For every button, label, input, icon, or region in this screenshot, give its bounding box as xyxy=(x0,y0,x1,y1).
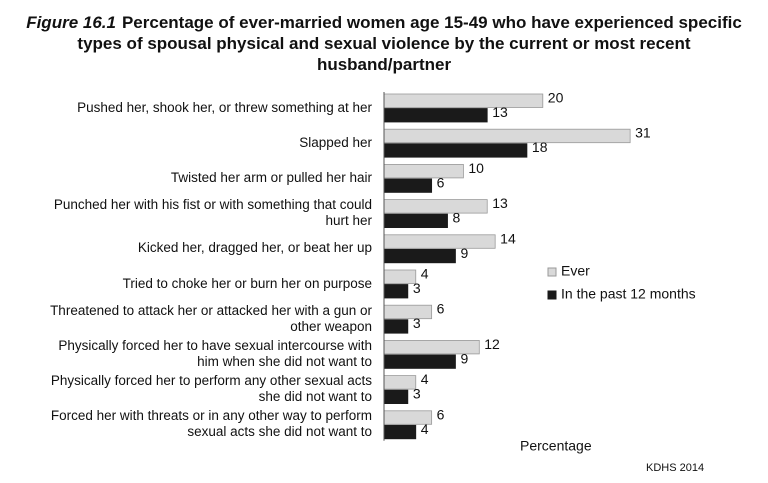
figure-label: Figure 16.1 xyxy=(26,13,116,32)
category-label: Punched her with his fist or with someth… xyxy=(53,197,372,229)
bar xyxy=(383,163,464,179)
value-label: 3 xyxy=(413,315,421,331)
category-label: Physically forced her to have sexual int… xyxy=(58,337,372,369)
bar xyxy=(383,143,528,158)
bar xyxy=(383,213,448,229)
legend-swatch xyxy=(547,290,557,300)
category-label: Threatened to attack her or attacked her… xyxy=(50,302,372,334)
value-label: 4 xyxy=(421,371,429,387)
bar xyxy=(383,354,456,369)
category-label: Forced her with threats or in any other … xyxy=(50,408,372,440)
value-label: 31 xyxy=(635,125,651,141)
value-label: 6 xyxy=(437,174,445,190)
bar xyxy=(383,178,433,193)
value-label: 9 xyxy=(460,350,468,366)
value-label: 13 xyxy=(492,195,508,211)
bar xyxy=(383,389,409,405)
bar xyxy=(383,93,544,108)
chart-title: Figure 16.1 Percentage of ever-married wo… xyxy=(20,12,748,75)
bar xyxy=(383,128,631,144)
title-text: Percentage of ever-married women age 15-… xyxy=(77,13,742,74)
category-label: Kicked her, dragged her, or beat her up xyxy=(137,240,372,256)
value-label: 9 xyxy=(460,245,468,261)
bar xyxy=(383,304,433,320)
legend-label: Ever xyxy=(561,263,590,279)
bar xyxy=(383,284,409,299)
value-label: 14 xyxy=(500,230,516,246)
bar xyxy=(383,319,409,334)
category-label: Physically forced her to perform any oth… xyxy=(50,373,372,405)
bar xyxy=(383,248,456,264)
value-label: 6 xyxy=(437,301,445,317)
value-label: 3 xyxy=(413,280,421,296)
legend-swatch xyxy=(547,267,557,277)
bar xyxy=(383,108,488,123)
value-label: 18 xyxy=(532,139,548,155)
bar xyxy=(383,269,417,284)
category-label: Twisted her arm or pulled her hair xyxy=(170,169,372,185)
bar xyxy=(383,199,488,214)
value-label: 8 xyxy=(453,210,461,226)
bar xyxy=(383,234,496,249)
category-label: Tried to choke her or burn her on purpos… xyxy=(122,275,372,291)
value-label: 6 xyxy=(437,406,445,422)
category-label: Pushed her, shook her, or threw somethin… xyxy=(77,99,372,115)
value-label: 13 xyxy=(492,104,508,120)
value-label: 10 xyxy=(468,160,484,176)
category-label: Slapped her xyxy=(299,134,372,150)
value-label: 4 xyxy=(421,421,429,437)
x-axis-label: Percentage xyxy=(520,438,592,454)
value-label: 3 xyxy=(413,386,421,402)
value-label: 4 xyxy=(421,265,429,281)
value-label: 20 xyxy=(548,89,564,105)
legend-label: In the past 12 months xyxy=(561,286,696,302)
bar xyxy=(383,375,417,390)
source: KDHS 2014 xyxy=(646,462,704,474)
value-label: 12 xyxy=(484,336,500,352)
bar xyxy=(383,424,417,440)
